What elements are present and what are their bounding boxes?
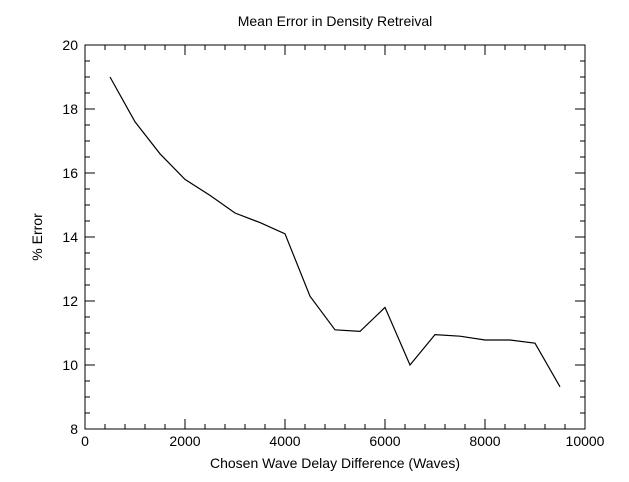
y-tick-label: 12 bbox=[62, 293, 78, 309]
series-line bbox=[109, 76, 561, 388]
x-tick-label: 10000 bbox=[566, 433, 605, 449]
x-tick-label: 4000 bbox=[269, 433, 300, 449]
y-tick-label: 18 bbox=[62, 101, 78, 117]
plot-border bbox=[84, 44, 586, 430]
major-ticks bbox=[84, 44, 586, 430]
y-tick-labels: 8 10 12 14 16 18 20 bbox=[62, 37, 78, 437]
y-tick-label: 14 bbox=[62, 229, 78, 245]
x-tick-label: 8000 bbox=[469, 433, 500, 449]
x-tick-labels: 0 2000 4000 6000 8000 10000 bbox=[81, 433, 605, 449]
y-tick-label: 10 bbox=[62, 357, 78, 373]
minor-ticks bbox=[85, 45, 585, 429]
series-group bbox=[109, 76, 561, 388]
chart-title: Mean Error in Density Retreival bbox=[238, 13, 433, 29]
x-tick-label: 2000 bbox=[169, 433, 200, 449]
x-tick-label: 6000 bbox=[369, 433, 400, 449]
x-axis-label: Chosen Wave Delay Difference (Waves) bbox=[210, 455, 460, 471]
y-tick-label: 20 bbox=[62, 37, 78, 53]
y-tick-label: 8 bbox=[70, 421, 78, 437]
x-tick-label: 0 bbox=[81, 433, 89, 449]
y-axis-label: % Error bbox=[29, 213, 45, 261]
y-tick-label: 16 bbox=[62, 165, 78, 181]
plot-frame bbox=[84, 44, 586, 430]
